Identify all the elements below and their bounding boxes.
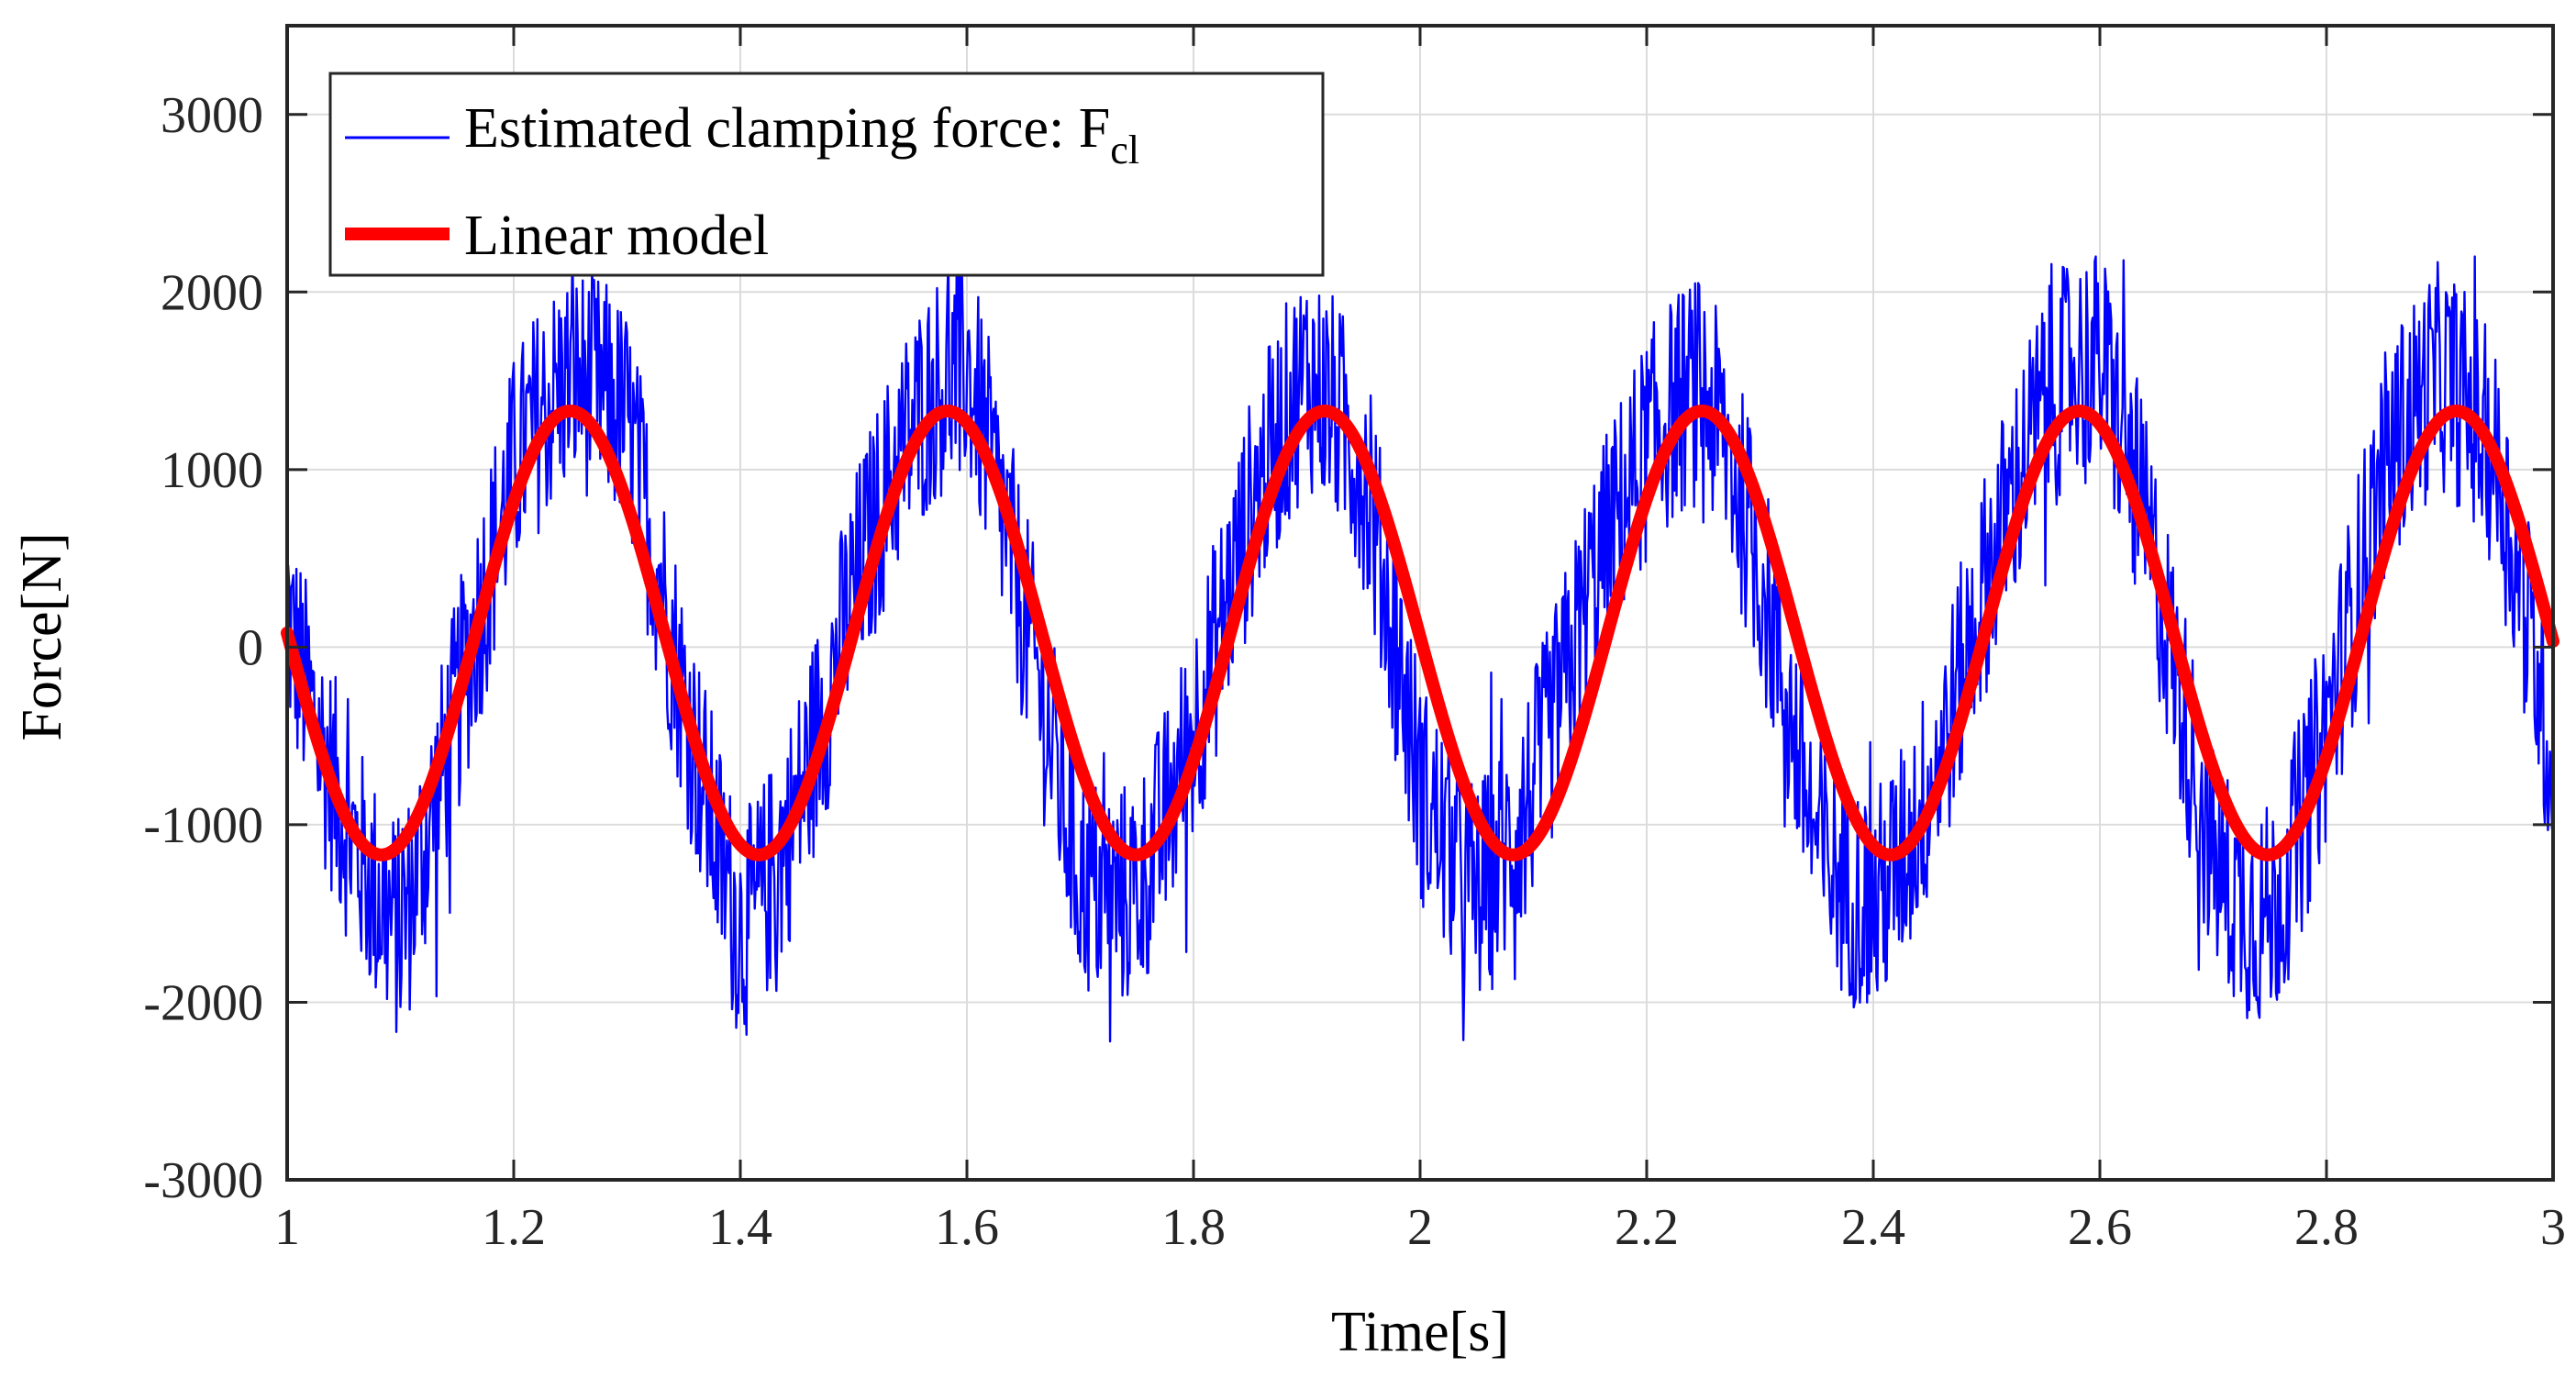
x-tick-label: 1.6: [935, 1199, 999, 1256]
y-axis-ticks: -3000 -2000 -1000 0 1000 2000 3000: [143, 87, 2553, 1209]
legend-label-estimated: Estimated clamping force: Fcl: [464, 97, 1139, 172]
x-tick-label: 2.8: [2294, 1199, 2359, 1256]
x-tick-label: 3: [2540, 1199, 2566, 1256]
x-tick-label: 2: [1407, 1199, 1433, 1256]
x-tick-label: 2.4: [1841, 1199, 1905, 1256]
x-tick-label: 1.4: [708, 1199, 772, 1256]
x-axis-title: Time[s]: [1331, 1301, 1509, 1363]
y-axis-title: Force[N]: [11, 532, 73, 740]
y-tick-label: 0: [238, 619, 263, 676]
x-tick-label: 2.2: [1615, 1199, 1679, 1256]
x-tick-label: 1.8: [1161, 1199, 1226, 1256]
legend-label-estimated-main: Estimated clamping force: F: [464, 97, 1110, 160]
y-tick-label: 1000: [161, 442, 263, 499]
y-tick-label: 2000: [161, 264, 263, 321]
legend-label-model: Linear model: [464, 205, 769, 267]
y-tick-label: -3000: [143, 1152, 263, 1209]
x-tick-label: 1: [274, 1199, 300, 1256]
y-tick-label: -1000: [143, 797, 263, 854]
y-tick-label: -2000: [143, 974, 263, 1031]
linear-model-line: [281, 404, 2559, 861]
series-layer: [281, 255, 2559, 1043]
y-tick-label: 3000: [161, 87, 263, 144]
legend-label-estimated-sub: cl: [1110, 128, 1139, 172]
legend: Estimated clamping force: Fcl Linear mod…: [328, 72, 1325, 277]
x-tick-label: 2.6: [2068, 1199, 2132, 1256]
x-tick-label: 1.2: [482, 1199, 546, 1256]
estimated-clamping-force-line: [285, 255, 2555, 1043]
legend-box: [328, 72, 1325, 277]
x-axis-ticks: 1 1.2 1.4 1.6 1.8 2 2.2 2.4 2.6 2.8 3: [274, 26, 2566, 1256]
